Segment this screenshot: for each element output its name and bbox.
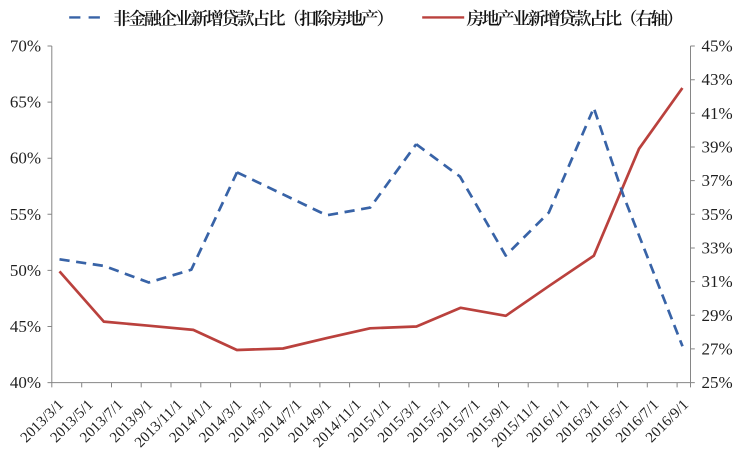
svg-text:50%: 50%: [10, 261, 41, 280]
svg-text:25%: 25%: [702, 373, 733, 392]
svg-text:35%: 35%: [702, 205, 733, 224]
svg-text:27%: 27%: [702, 339, 733, 358]
svg-text:37%: 37%: [702, 171, 733, 190]
svg-text:31%: 31%: [702, 272, 733, 291]
svg-text:55%: 55%: [10, 205, 41, 224]
svg-text:33%: 33%: [702, 239, 733, 258]
svg-text:65%: 65%: [10, 93, 41, 112]
svg-text:40%: 40%: [10, 373, 41, 392]
svg-text:45%: 45%: [702, 37, 733, 56]
svg-text:70%: 70%: [10, 37, 41, 56]
svg-text:60%: 60%: [10, 149, 41, 168]
svg-text:39%: 39%: [702, 138, 733, 157]
svg-text:45%: 45%: [10, 317, 41, 336]
svg-text:43%: 43%: [702, 70, 733, 89]
svg-text:41%: 41%: [702, 104, 733, 123]
svg-text:29%: 29%: [702, 306, 733, 325]
